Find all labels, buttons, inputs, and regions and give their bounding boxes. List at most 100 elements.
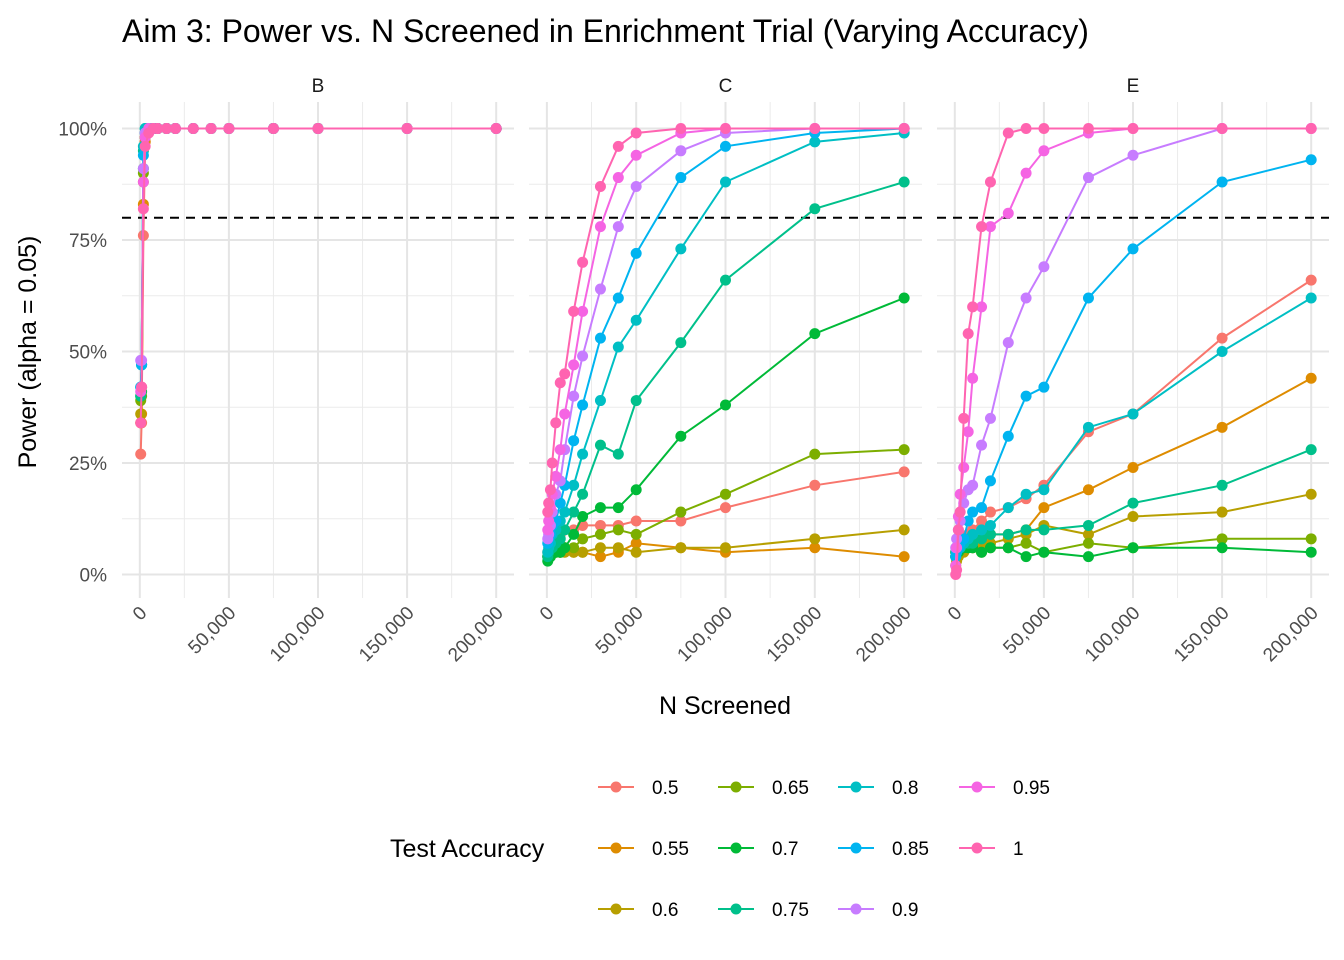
facet-label-c: C (719, 76, 733, 97)
data-point (1038, 546, 1050, 558)
data-point (1305, 154, 1317, 166)
data-point (675, 337, 687, 349)
data-point (1038, 145, 1050, 157)
data-point (594, 502, 606, 514)
data-point (1305, 274, 1317, 286)
data-point (630, 537, 642, 549)
data-point (962, 426, 974, 438)
legend-key-point (971, 842, 983, 854)
data-point (1038, 524, 1050, 536)
x-tick-label: 50,000 (999, 603, 1055, 659)
data-point (1216, 346, 1228, 357)
data-point (135, 448, 147, 460)
legend-item-0-6: 0.6 (598, 900, 678, 921)
data-point (1305, 123, 1317, 134)
data-point (594, 283, 606, 295)
data-point (1020, 524, 1032, 536)
legend-label: 0.85 (892, 839, 929, 860)
legend-item-0-85: 0.85 (838, 839, 929, 860)
data-point (1038, 381, 1050, 393)
legend-key-point (610, 903, 622, 915)
legend: Test Accuracy 0.5 0.55 0.6 0.65 0.7 0.75 0.8 0.… (390, 778, 1050, 921)
facet-label-e: E (1127, 76, 1140, 97)
series-line (954, 127, 1312, 575)
data-point (630, 515, 642, 527)
data-point (187, 123, 199, 134)
data-point (954, 506, 966, 518)
data-point (1020, 537, 1032, 549)
data-point (612, 172, 624, 184)
legend-label: 0.65 (772, 778, 809, 799)
data-point (976, 301, 988, 313)
data-point (984, 528, 996, 540)
data-point (630, 149, 642, 161)
data-point (967, 301, 979, 313)
data-point (1127, 511, 1139, 523)
data-point (1002, 528, 1014, 540)
data-point (958, 412, 970, 424)
x-tick-label: 0 (944, 603, 966, 625)
data-point (1002, 337, 1014, 349)
data-point (594, 221, 606, 233)
data-point (898, 466, 910, 478)
legend-item-0-65: 0.65 (718, 778, 809, 799)
data-point (809, 533, 821, 545)
legend-key-point (850, 842, 862, 854)
data-point (577, 256, 589, 268)
data-point (1305, 546, 1317, 558)
series-line (954, 127, 1312, 566)
data-point (976, 439, 988, 451)
data-point (490, 123, 502, 134)
data-point (1127, 123, 1139, 134)
data-point (1216, 479, 1228, 491)
data-point (898, 551, 910, 563)
data-point (559, 506, 571, 518)
legend-label: 0.5 (652, 778, 678, 799)
data-point (675, 515, 687, 527)
data-point (205, 123, 217, 134)
data-point (967, 506, 979, 518)
data-point (984, 176, 996, 188)
data-point (967, 372, 979, 384)
data-point (1305, 292, 1317, 304)
legend-label: 0.9 (892, 900, 918, 921)
data-point (1082, 519, 1094, 531)
data-point (612, 542, 624, 554)
data-point (720, 399, 731, 411)
data-point (554, 444, 566, 456)
data-point (630, 314, 642, 326)
data-point (976, 515, 988, 527)
facet-panels: B 0% 25% 50% 75% 100% 0 50,000 100,000 150,000 200… (58, 76, 1329, 666)
legend-key-point (971, 781, 983, 793)
data-point (568, 528, 580, 540)
data-point (630, 528, 642, 540)
data-point (675, 123, 687, 134)
data-point (135, 417, 147, 429)
data-point (1038, 261, 1050, 273)
y-tick-label: 0% (80, 566, 108, 587)
data-point (809, 123, 821, 134)
data-point (544, 484, 556, 496)
data-point (1127, 149, 1139, 161)
data-point (984, 519, 996, 531)
data-point (1216, 506, 1228, 518)
data-point (967, 528, 979, 540)
data-point (952, 524, 964, 536)
data-point (568, 542, 580, 554)
legend-label: 0.6 (652, 900, 678, 921)
data-point (543, 497, 555, 509)
y-axis-title: Power (alpha = 0.05) (14, 236, 42, 469)
data-point (630, 546, 642, 558)
data-point (976, 533, 988, 545)
x-tick-label: 200,000 (852, 603, 915, 666)
data-point (630, 484, 642, 496)
data-point (161, 123, 173, 134)
data-point (675, 145, 687, 157)
data-point (675, 172, 687, 184)
data-point (152, 123, 164, 134)
legend-label: 0.95 (1013, 778, 1050, 799)
panel-e: E 0 50,000 100,000 150,000 200,000 (937, 76, 1329, 666)
data-point (967, 479, 979, 491)
legend-label: 0.8 (892, 778, 918, 799)
x-tick-label: 100,000 (1081, 603, 1144, 666)
